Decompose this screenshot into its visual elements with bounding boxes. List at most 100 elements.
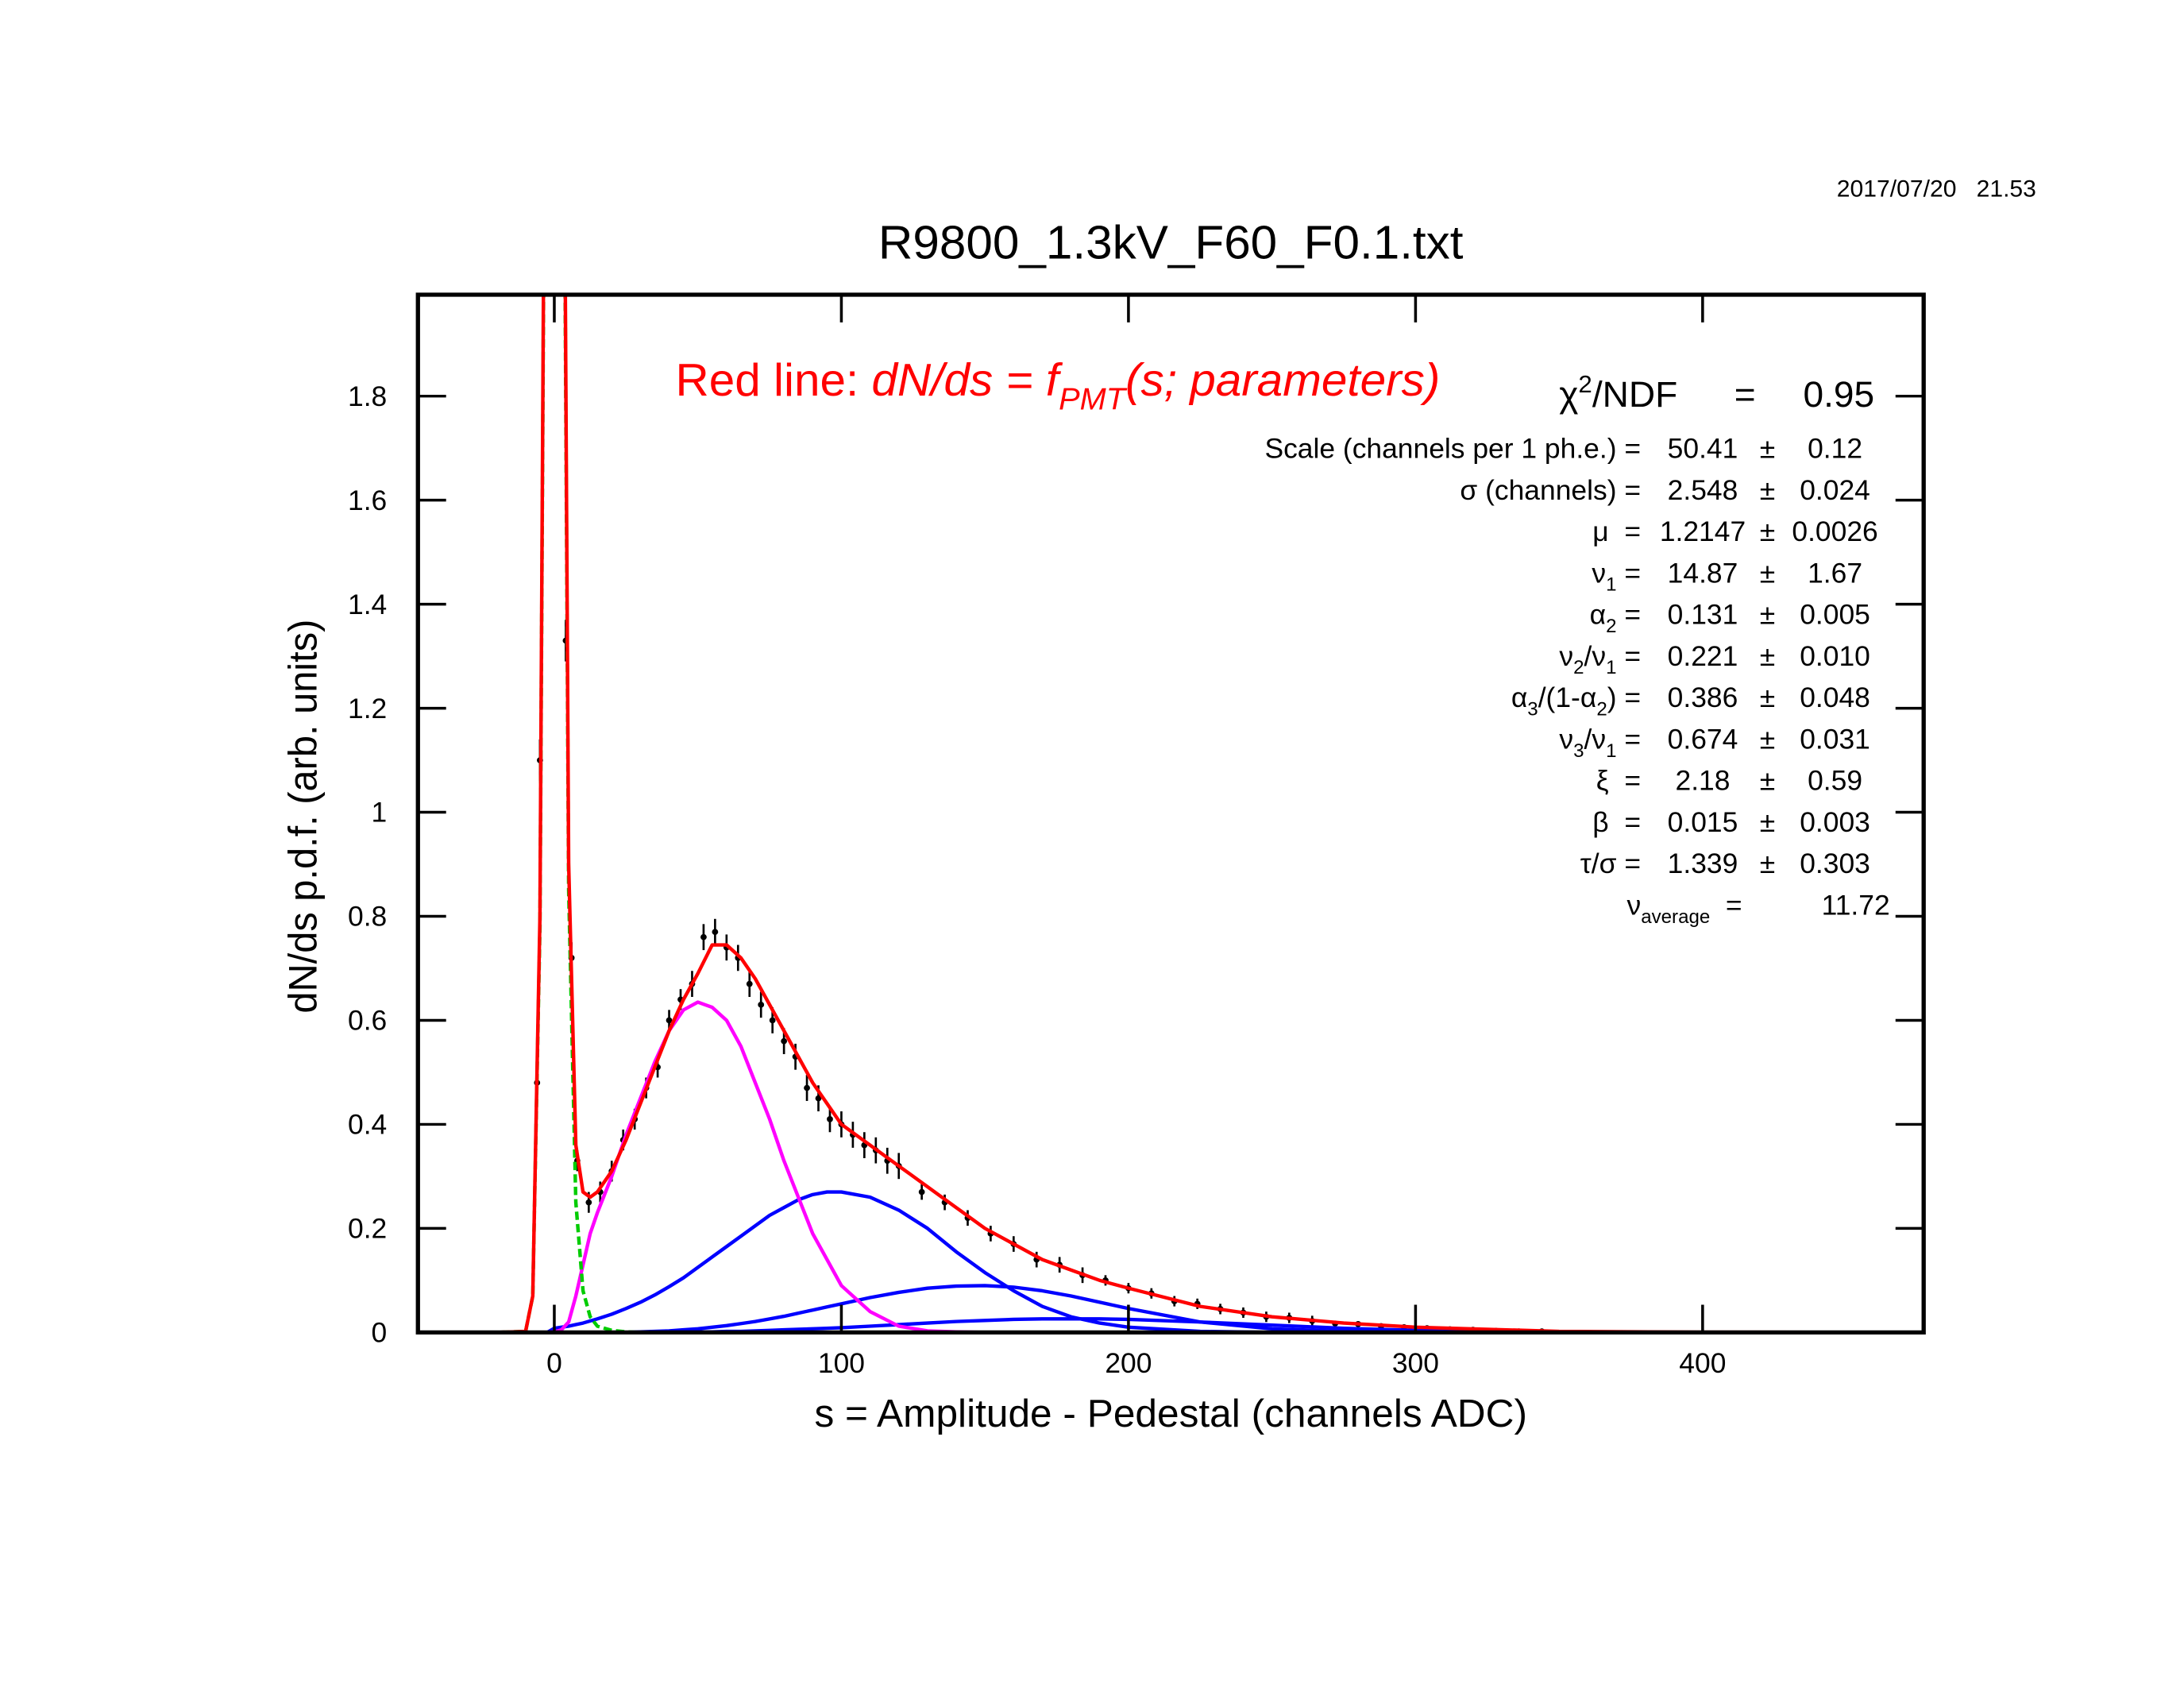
parameter-label: μ =: [1592, 516, 1641, 547]
plus-minus: ±: [1760, 682, 1775, 713]
fit-curve: [425, 295, 1918, 1333]
text-segment: 3: [1527, 699, 1538, 720]
parameter-value: 2.548: [1668, 475, 1738, 506]
x-tick-label: 0: [546, 1348, 562, 1379]
text-segment: σ (channels) =: [1460, 475, 1641, 506]
text-segment: =: [1617, 600, 1642, 631]
text-segment: ν: [1592, 558, 1606, 589]
parameter-label: Scale (channels per 1 ph.e.) =: [1264, 434, 1641, 465]
text-segment: /ν: [1584, 641, 1607, 672]
fit-quality-equals: =: [1734, 374, 1756, 415]
text-segment: α: [1511, 682, 1527, 713]
data-point: [804, 1084, 810, 1091]
text-segment: dN/ds = f: [872, 356, 1064, 406]
parameter-error: 0.303: [1800, 848, 1870, 879]
text-segment: =: [1617, 558, 1642, 589]
y-axis-label: dN/ds p.d.f. (arb. units): [281, 620, 325, 1014]
fit-quality-value: 0.95: [1804, 374, 1875, 415]
data-point: [781, 1037, 788, 1045]
x-tick-label: 200: [1105, 1348, 1152, 1379]
fit-quality-label: χ2/NDF: [1559, 370, 1677, 415]
text-segment: β =: [1592, 807, 1641, 838]
plus-minus: ±: [1760, 600, 1775, 631]
text-segment: /ν: [1584, 724, 1607, 755]
parameter-error: 0.010: [1800, 641, 1870, 672]
parameter-error: 0.0026: [1792, 516, 1877, 547]
text-segment: =: [1617, 641, 1642, 672]
chart-title: R9800_1.3kV_F60_F0.1.txt: [878, 216, 1464, 268]
fit-curve: [425, 1190, 1918, 1333]
plus-minus: ±: [1760, 434, 1775, 465]
text-segment: Scale (channels per 1 ph.e.) =: [1264, 434, 1641, 465]
text-segment: τ/σ =: [1580, 848, 1641, 879]
parameter-error: 0.048: [1800, 682, 1870, 713]
y-tick-label: 0.2: [348, 1214, 387, 1245]
parameter-label: ν2/ν1 =: [1559, 641, 1641, 678]
parameter-value: 0.386: [1668, 682, 1738, 713]
plus-minus: ±: [1760, 516, 1775, 547]
parameter-label: ν1 =: [1592, 558, 1641, 596]
y-tick-label: 0: [372, 1318, 388, 1349]
data-point: [918, 1188, 925, 1196]
text-segment: χ: [1559, 374, 1578, 415]
plus-minus: ±: [1760, 475, 1775, 506]
plus-minus: ±: [1760, 558, 1775, 589]
parameter-value: 1.339: [1668, 848, 1738, 879]
y-tick-label: 1: [372, 798, 388, 829]
timestamp: 2017/07/20 21.53: [1837, 176, 2036, 203]
fit-curve: [425, 1284, 1918, 1333]
y-tick-label: 0.4: [348, 1110, 387, 1141]
y-tick-label: 1.8: [348, 381, 387, 412]
parameter-value: 0.015: [1668, 807, 1738, 838]
parameter-value: 14.87: [1668, 558, 1738, 589]
x-tick-label: 400: [1679, 1348, 1726, 1379]
data-point: [700, 933, 707, 941]
text-segment: 1: [1606, 657, 1616, 678]
x-tick-label: 100: [818, 1348, 865, 1379]
text-segment: /NDF: [1592, 374, 1677, 415]
text-segment: average: [1641, 906, 1710, 928]
parameter-label: β =: [1592, 807, 1641, 838]
plus-minus: ±: [1760, 807, 1775, 838]
text-segment: /(1-α: [1538, 682, 1597, 713]
fit-curve: [425, 1000, 1918, 1333]
parameter-error: 0.003: [1800, 807, 1870, 838]
parameter-error: 0.005: [1800, 600, 1870, 631]
parameter-value: 0.131: [1668, 600, 1738, 631]
plot-area: [425, 295, 1918, 1333]
y-tick-label: 1.4: [348, 589, 387, 620]
data-point: [712, 929, 719, 935]
text-segment: Red line:: [676, 356, 872, 406]
text-segment: =: [1617, 724, 1642, 755]
parameter-label: νaverage =: [1627, 890, 1742, 928]
text-segment: 3: [1573, 740, 1584, 762]
text-segment: 2: [1596, 699, 1607, 720]
data-point: [827, 1116, 833, 1122]
parameter-label: α2 =: [1590, 600, 1641, 637]
parameter-error: 0.59: [1808, 766, 1862, 797]
text-segment: 2: [1573, 657, 1584, 678]
text-segment: ν: [1559, 724, 1573, 755]
text-segment: α: [1590, 600, 1606, 631]
text-segment: μ =: [1592, 516, 1641, 547]
data-point: [815, 1095, 822, 1102]
parameter-error: 0.024: [1800, 475, 1870, 506]
parameter-error: 1.67: [1808, 558, 1862, 589]
plus-minus: ±: [1760, 724, 1775, 755]
x-axis-label: s = Amplitude - Pedestal (channels ADC): [814, 1392, 1527, 1435]
parameter-label: ξ =: [1596, 766, 1641, 797]
text-segment: PMT: [1059, 382, 1128, 417]
parameter-error: 0.12: [1808, 434, 1862, 465]
parameter-value: 0.221: [1668, 641, 1738, 672]
parameter-error: 0.031: [1800, 724, 1870, 755]
plus-minus: ±: [1760, 848, 1775, 879]
parameter-value: 0.674: [1668, 724, 1738, 755]
y-tick-label: 1.2: [348, 693, 387, 724]
data-point: [769, 1017, 776, 1024]
text-segment: ν: [1627, 890, 1642, 921]
text-segment: ξ =: [1596, 766, 1641, 797]
text-segment: ) =: [1607, 682, 1641, 713]
parameter-label: ν3/ν1 =: [1559, 724, 1641, 762]
parameter-value: 11.72: [1822, 890, 1890, 921]
